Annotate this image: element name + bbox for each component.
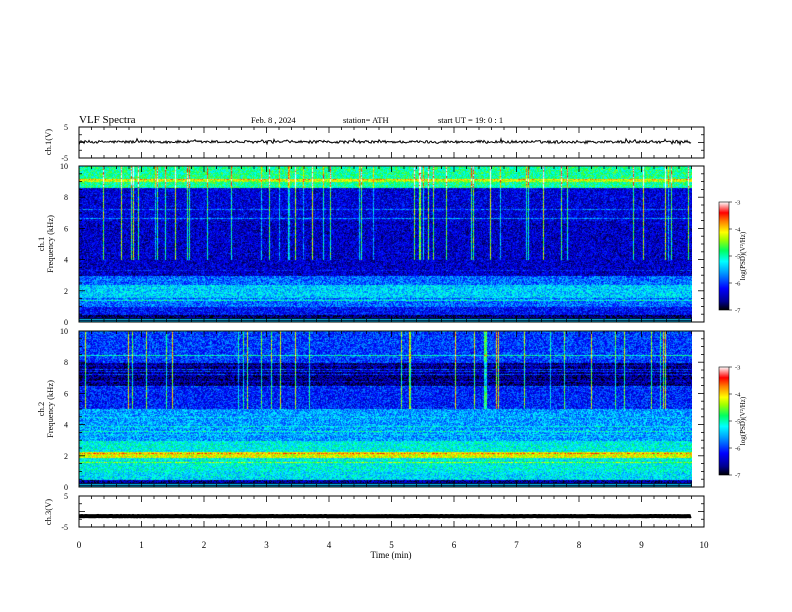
freq-tick-label: 2 bbox=[64, 452, 68, 461]
ch3-ytick-bottom: -5 bbox=[61, 523, 68, 532]
ch1-ytick-bottom: -5 bbox=[61, 154, 68, 163]
colorbar-tick-label: -3 bbox=[735, 200, 740, 207]
start-ut-label: start UT = 19: 0 : 1 bbox=[438, 115, 503, 125]
ch1-channel-label: ch.1 bbox=[36, 237, 46, 251]
ch2-spectrogram-image bbox=[79, 331, 692, 487]
freq-tick-label: 6 bbox=[64, 389, 68, 398]
x-axis: 0 1 2 3 4 5 6 7 8 9 10 bbox=[77, 540, 709, 550]
ch1-waveform-panel: 5 -5 ch.1(V) bbox=[43, 123, 705, 163]
freq-tick-label: 8 bbox=[64, 358, 68, 367]
x-tick-label: 3 bbox=[264, 540, 269, 550]
x-tick-label: 8 bbox=[577, 540, 582, 550]
x-tick-label: 7 bbox=[514, 540, 519, 550]
freq-tick-label: 4 bbox=[64, 421, 68, 430]
freq-tick-label: 10 bbox=[60, 162, 68, 171]
ch1-freq-ylabel: Frequency (kHz) bbox=[45, 215, 55, 273]
freq-tick-label: 0 bbox=[64, 483, 68, 492]
freq-tick-label: 10 bbox=[60, 327, 68, 336]
colorbar-tick-label: -7 bbox=[735, 473, 741, 480]
ch1-spectrogram-panel: ch.1 Frequency (kHz) bbox=[36, 165, 705, 323]
ch1-colorbar-label: log(PSD)(V²/Hz) bbox=[739, 231, 747, 280]
ch2-freq-ylabel: Frequency (kHz) bbox=[45, 380, 55, 438]
x-tick-label: 4 bbox=[327, 540, 332, 550]
freq-tick-label: 0 bbox=[64, 318, 68, 327]
freq-tick-label: 6 bbox=[64, 224, 68, 233]
colorbar-tick-label: -6 bbox=[735, 446, 741, 453]
date-label: Feb. 8 , 2024 bbox=[251, 115, 296, 125]
ch1-waveform-ylabel: ch.1(V) bbox=[43, 129, 53, 155]
ch2-spectrogram-panel: ch.2 Frequency (kHz) bbox=[36, 330, 705, 488]
x-tick-label: 1 bbox=[139, 540, 144, 550]
x-tick-label: 0 bbox=[77, 540, 82, 550]
colorbar-tick-label: -5 bbox=[735, 419, 740, 426]
ch2-channel-label: ch.2 bbox=[36, 402, 46, 416]
ch3-ytick-top: 5 bbox=[64, 492, 68, 501]
colorbar-tick-label: -3 bbox=[735, 365, 740, 372]
ch2-colorbar-label: log(PSD)(V²/Hz) bbox=[739, 396, 747, 445]
x-tick-label: 5 bbox=[389, 540, 394, 550]
colorbar-tick-label: -4 bbox=[735, 392, 741, 399]
ch1-waveform-line bbox=[78, 137, 692, 146]
ch3-waveform-panel: 5 -5 ch.3(V) bbox=[43, 492, 705, 532]
colorbar-tick-label: -6 bbox=[735, 281, 741, 288]
colorbar-tick-label: -4 bbox=[735, 227, 741, 234]
colorbar-tick-label: -5 bbox=[735, 254, 740, 261]
x-tick-label: 6 bbox=[452, 540, 457, 550]
colorbar-tick-label: -7 bbox=[735, 308, 741, 315]
freq-tick-label: 2 bbox=[64, 287, 68, 296]
x-tick-label: 10 bbox=[700, 540, 710, 550]
ch3-waveform-ylabel: ch.3(V) bbox=[43, 499, 53, 525]
x-tick-label: 2 bbox=[202, 540, 207, 550]
freq-tick-label: 8 bbox=[64, 193, 68, 202]
station-label: station= ATH bbox=[343, 115, 389, 125]
freq-tick-label: 4 bbox=[64, 256, 68, 265]
ch1-spectrogram-image bbox=[79, 166, 692, 322]
x-tick-label: 9 bbox=[639, 540, 644, 550]
ch3-waveform-line bbox=[78, 513, 692, 519]
ch1-ytick-top: 5 bbox=[64, 123, 68, 132]
x-axis-label: Time (min) bbox=[371, 550, 412, 560]
ch1-colorbar: log(PSD)(V²/Hz) bbox=[718, 201, 747, 311]
figure-title: VLF Spectra bbox=[79, 114, 136, 126]
ch2-colorbar: log(PSD)(V²/Hz) bbox=[718, 366, 747, 476]
